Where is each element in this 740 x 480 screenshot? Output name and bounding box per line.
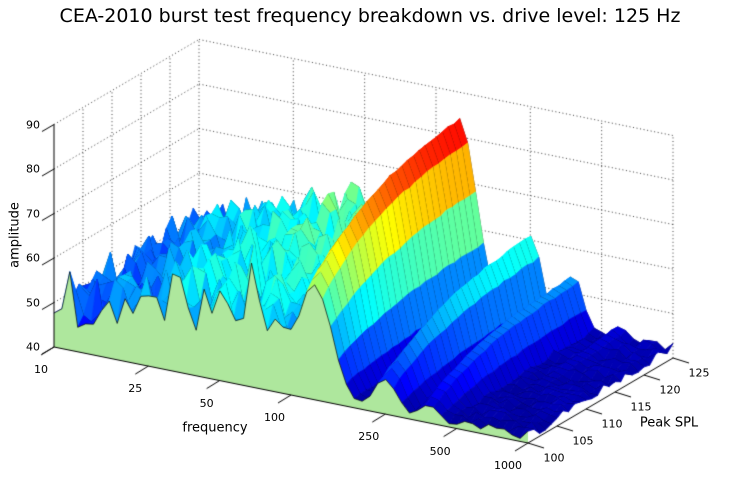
frequency-tick-label: 1000 xyxy=(494,459,522,472)
frequency-tick-label: 10 xyxy=(34,363,48,376)
spl-tick-label: 105 xyxy=(572,434,594,448)
chart-title: CEA-2010 burst test frequency breakdown … xyxy=(59,5,681,27)
amplitude-axis-label: amplitude xyxy=(7,202,23,268)
spl-tick-label: 125 xyxy=(688,366,710,380)
frequency-tick-label: 500 xyxy=(429,444,451,458)
amplitude-tick-label: 70 xyxy=(26,207,40,220)
spl-tick-label: 110 xyxy=(601,417,623,431)
amplitude-tick-label: 40 xyxy=(26,340,40,354)
frequency-tick-label: 250 xyxy=(358,430,380,444)
frequency-tick-label: 100 xyxy=(264,411,285,424)
spl-tick-label: 100 xyxy=(543,451,565,465)
frequency-axis-label: frequency xyxy=(182,420,248,436)
amplitude-tick-label: 90 xyxy=(26,118,40,131)
spl-axis-label: Peak SPL xyxy=(639,415,699,431)
spl-tick-label: 120 xyxy=(659,383,681,397)
amplitude-tick-label: 80 xyxy=(26,162,40,176)
frequency-tick-label: 25 xyxy=(128,382,143,396)
spl-tick-label: 115 xyxy=(630,400,652,414)
amplitude-tick-label: 60 xyxy=(26,251,40,265)
frequency-tick-label: 50 xyxy=(199,396,214,410)
amplitude-tick-label: 50 xyxy=(26,296,40,309)
